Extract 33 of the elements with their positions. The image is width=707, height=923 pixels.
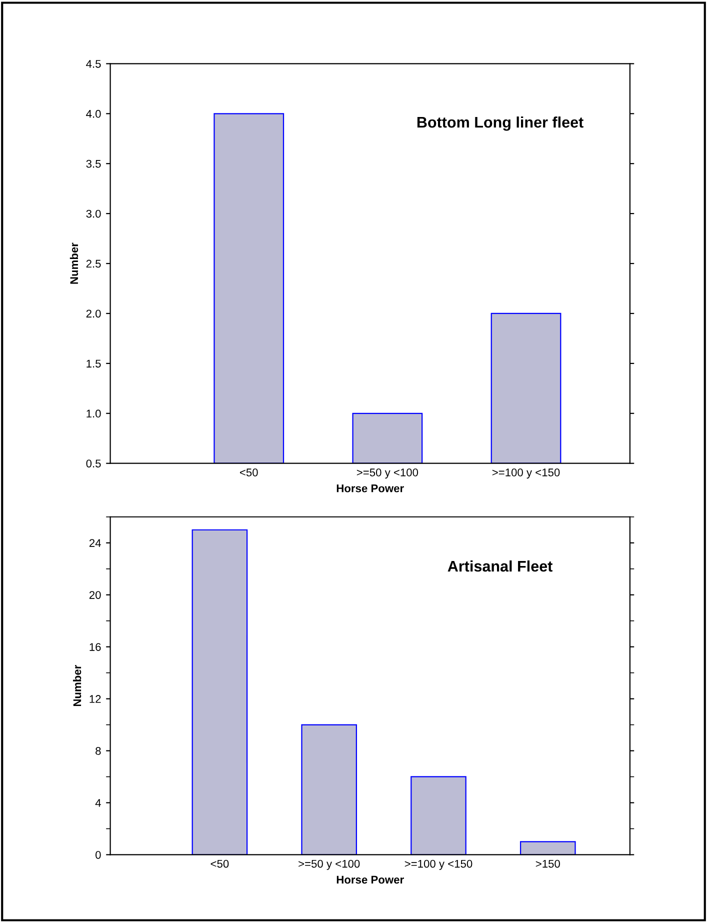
y-tick-label: 0.5: [86, 460, 101, 468]
y-tick-label: 8: [96, 747, 101, 755]
y-axis-title: Number: [72, 664, 82, 706]
y-axis-title: Number: [70, 242, 78, 284]
y-tick-label: 3.5: [86, 160, 101, 168]
y-tick-label: 20: [89, 591, 101, 599]
x-tick-label: >=100 y <150: [404, 860, 472, 870]
x-tick-label: >=50 y <100: [356, 468, 418, 479]
y-tick-label: 2.5: [86, 260, 101, 268]
y-tick-label: 1.5: [86, 360, 101, 368]
x-tick-label: <50: [240, 468, 258, 476]
y-tick-label: 3.0: [86, 210, 101, 218]
bar: [301, 724, 357, 855]
y-tick-label: 4: [95, 799, 101, 807]
y-tick-label: 12: [90, 695, 101, 703]
y-tick-label: 4.0: [86, 110, 101, 118]
y-tick-label: 2.0: [86, 310, 101, 318]
text: Bottom Long liner fleet: [417, 116, 584, 131]
bar: [410, 776, 466, 855]
y-tick-label: 4.5: [86, 60, 101, 68]
y-tick-label: 16: [90, 643, 101, 651]
x-tick-label: >=50 y <100: [298, 860, 360, 870]
x-tick-label: >=100 y <150: [492, 468, 560, 479]
x-tick-label: <50: [210, 860, 229, 868]
x-axis-title: Horse Power: [336, 876, 404, 884]
y-tick-label: 0: [96, 850, 101, 859]
bar: [192, 529, 248, 855]
text: Artisanal Fleet: [448, 560, 552, 572]
x-axis-title: Horse Power: [336, 484, 404, 492]
x-tick-label: >150: [536, 860, 560, 868]
y-tick-label: 1.0: [86, 410, 101, 418]
y-tick-label: 24: [89, 539, 101, 547]
bar: [520, 841, 576, 855]
